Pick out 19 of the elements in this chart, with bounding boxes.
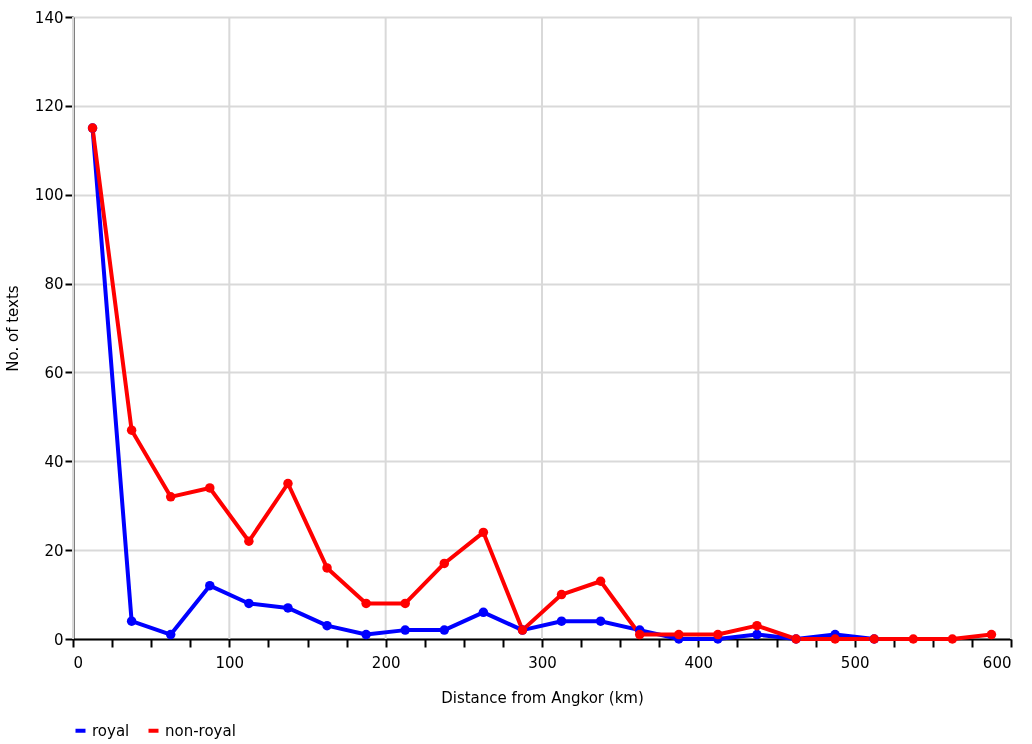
- legend-label: royal: [92, 721, 130, 740]
- x-tick-label: 600: [982, 653, 1012, 672]
- x-tick-label: 200: [371, 653, 401, 672]
- x-tick-label: 300: [528, 653, 557, 672]
- x-tick-label: 500: [840, 653, 870, 672]
- y-tick-label: 0: [53, 630, 64, 649]
- y-tick-label: 20: [44, 541, 64, 560]
- y-tick-label: 60: [44, 363, 64, 382]
- y-tick-label: 80: [44, 275, 64, 294]
- y-tick-label: 40: [44, 452, 64, 471]
- y-tick-label: 120: [34, 97, 64, 116]
- x-tick-label: 100: [215, 653, 245, 672]
- x-tick-label: 400: [684, 653, 714, 672]
- y-tick-label: 100: [34, 186, 64, 205]
- y-tick-label: 140: [34, 8, 64, 27]
- x-axis-title: Distance from Angkor (km): [441, 688, 644, 707]
- x-tick-label: 0: [73, 653, 84, 672]
- legend-label: non-royal: [165, 721, 236, 740]
- y-axis-title: No. of texts: [3, 285, 22, 372]
